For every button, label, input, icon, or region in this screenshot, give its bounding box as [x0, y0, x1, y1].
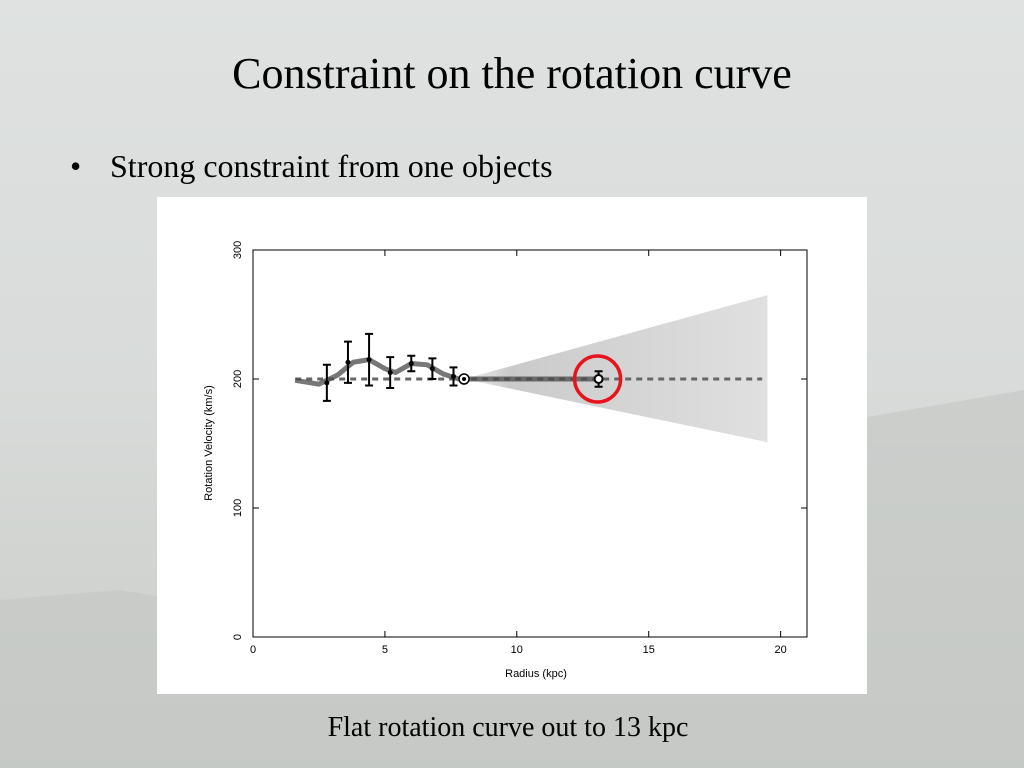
x-tick-label: 15 [643, 644, 655, 656]
caption: Flat rotation curve out to 13 kpc [328, 712, 689, 743]
x-tick-label: 0 [250, 644, 256, 656]
x-tick-label: 10 [511, 644, 523, 656]
data-point [366, 357, 372, 363]
data-point [429, 366, 435, 372]
y-tick-label: 200 [232, 370, 244, 388]
uncertainty-band [464, 295, 768, 443]
data-point [387, 370, 393, 376]
x-tick-label: 5 [382, 644, 388, 656]
object-marker [593, 374, 604, 384]
chart-background [157, 197, 867, 694]
data-point [408, 361, 414, 367]
highlight-ring [572, 354, 623, 404]
y-tick-label: 300 [232, 241, 244, 259]
slide-title: Constraint on the rotation curve [232, 49, 792, 98]
y-axis-label: Rotation Velocity (km/s) [203, 385, 215, 501]
bullet-marker: • [70, 148, 81, 184]
sun-center [462, 377, 467, 381]
data-point [324, 380, 330, 386]
data-point [450, 373, 456, 379]
bullet-text: Strong constraint from one objects [110, 148, 553, 184]
data-point [345, 359, 351, 365]
x-tick-label: 20 [774, 644, 786, 656]
x-axis-label: Radius (kpc) [505, 668, 567, 680]
plot-frame [252, 249, 808, 638]
y-tick-label: 0 [232, 634, 244, 640]
y-tick-label: 100 [232, 499, 244, 517]
